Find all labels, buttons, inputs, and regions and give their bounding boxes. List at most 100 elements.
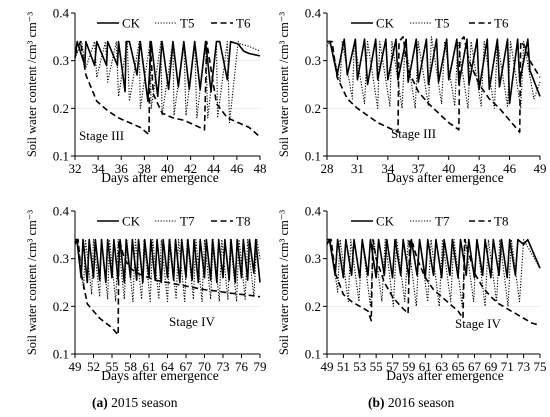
legend-label-t5: T5: [180, 16, 194, 31]
x-tick-label: 34: [381, 161, 395, 176]
legend-label-t6: T6: [236, 16, 251, 31]
legend-label-t5: T5: [435, 16, 449, 31]
x-tick-label: 58: [124, 359, 137, 374]
x-tick-label: 43: [473, 161, 486, 176]
series-line-t6: [74, 40, 261, 138]
y-tick-label: 0.2: [53, 101, 69, 116]
series-line-ck: [74, 40, 261, 102]
legend: CK T5 T6: [97, 16, 251, 31]
x-tick-label: 73: [217, 359, 230, 374]
x-tick-label: 76: [235, 359, 249, 374]
series-line-ck: [74, 238, 261, 284]
x-tick-label: 61: [143, 359, 156, 374]
y-tick-label: 0.3: [53, 53, 69, 68]
series-line-ck: [326, 238, 541, 279]
legend-label-t6: T6: [494, 16, 509, 31]
x-axis-title: Days after emergence: [101, 170, 218, 185]
chart-panel-top-right: 0.1 0.2 0.3 0.4 28 31 34 37 40 43 46 49 Days after e…: [277, 6, 547, 186]
y-tick-label: 0.4: [53, 204, 70, 219]
legend-label-t7: T7: [435, 214, 450, 229]
legend: CK T5 T6: [351, 16, 509, 31]
x-tick-label: 55: [370, 359, 383, 374]
x-tick-label: 65: [452, 359, 465, 374]
x-tick-label: 55: [106, 359, 119, 374]
x-tick-label: 42: [184, 161, 197, 176]
caption-2015-text: 2015 season: [107, 395, 178, 410]
x-tick-label: 64: [161, 359, 175, 374]
x-tick-label: 49: [534, 161, 547, 176]
stage-annotation: Stage III: [79, 128, 124, 143]
y-tick-label: 0.1: [53, 149, 69, 164]
y-tick-label: 0.1: [305, 149, 321, 164]
x-tick-label: 28: [321, 161, 334, 176]
legend: CK T7 T8: [97, 214, 250, 229]
stage-annotation: Stage IV: [455, 316, 501, 331]
y-tick-label: 0.4: [53, 6, 70, 21]
caption-2015: (a) 2015 season: [92, 395, 178, 411]
x-axis-title: Days after emergence: [386, 368, 503, 383]
series-line-t7: [75, 239, 261, 303]
legend-label-ck: CK: [122, 16, 141, 31]
y-axis-title: Soil water content /cm³ cm⁻³: [25, 12, 39, 158]
x-tick-label: 32: [69, 161, 82, 176]
x-tick-label: 70: [198, 359, 211, 374]
legend-label-ck: CK: [376, 214, 395, 229]
y-tick-label: 0.2: [305, 101, 321, 116]
x-tick-label: 59: [402, 359, 415, 374]
x-tick-label: 44: [207, 161, 221, 176]
caption-2015-letter: (a): [92, 395, 108, 410]
x-tick-label: 34: [92, 161, 106, 176]
x-tick-label: 37: [412, 161, 426, 176]
legend-label-ck: CK: [376, 16, 395, 31]
y-tick-label: 0.2: [305, 299, 321, 314]
caption-2016-letter: (b): [368, 395, 385, 410]
y-tick-label: 0.4: [305, 6, 322, 21]
legend-label-t7: T7: [180, 214, 195, 229]
caption-2016: (b) 2016 season: [368, 395, 454, 411]
y-axis-title: Soil water content /cm³ cm⁻³: [277, 12, 291, 158]
x-tick-label: 75: [534, 359, 547, 374]
x-axis-title: Days after emergence: [386, 170, 503, 185]
y-tick-label: 0.1: [305, 347, 321, 362]
series-line-t6: [327, 36, 541, 133]
x-tick-label: 52: [87, 359, 100, 374]
x-tick-label: 69: [484, 359, 497, 374]
y-tick-label: 0.1: [53, 347, 69, 362]
y-tick-label: 0.2: [53, 299, 69, 314]
stage-annotation: Stage IV: [169, 314, 215, 329]
x-tick-label: 38: [138, 161, 151, 176]
y-tick-label: 0.4: [305, 204, 322, 219]
x-tick-label: 31: [351, 161, 364, 176]
series-line-t8: [327, 238, 541, 327]
x-tick-label: 46: [503, 161, 517, 176]
x-tick-label: 61: [419, 359, 432, 374]
x-tick-label: 51: [337, 359, 350, 374]
x-tick-label: 40: [442, 161, 455, 176]
x-tick-label: 63: [435, 359, 448, 374]
stage-annotation: Stage III: [391, 126, 436, 141]
x-tick-label: 67: [180, 359, 194, 374]
series-line-t5: [74, 41, 261, 124]
y-axis-title: Soil water content /cm³ cm⁻³: [277, 210, 291, 356]
chart-panel-bottom-right: 0.1 0.2 0.3 0.4 49 51 53 55 57 59 61 63 65 67 69 71 73 75…: [277, 204, 547, 384]
chart-panel-top-left: 0.1 0.2 0.3 0.4 32 34 36 38 40 42 44 46 48 Days after…: [25, 6, 267, 186]
x-tick-label: 40: [161, 161, 174, 176]
legend-label-t8: T8: [236, 214, 250, 229]
chart-panel-bottom-left: 0.1 0.2 0.3 0.4 49 52 55 58 61 64 67 70 73 76 79 Days a…: [25, 204, 267, 384]
x-axis-title: Days after emergence: [101, 368, 218, 383]
x-tick-label: 71: [501, 359, 514, 374]
y-axis-title: Soil water content /cm³ cm⁻³: [25, 210, 39, 356]
x-tick-label: 57: [386, 359, 400, 374]
series-line-t8: [75, 238, 261, 336]
x-tick-label: 79: [254, 359, 267, 374]
x-tick-label: 46: [230, 161, 244, 176]
x-tick-label: 53: [353, 359, 366, 374]
x-tick-label: 48: [254, 161, 267, 176]
legend-label-t8: T8: [494, 214, 508, 229]
x-tick-label: 49: [69, 359, 82, 374]
y-tick-label: 0.3: [305, 251, 321, 266]
y-tick-label: 0.3: [53, 251, 69, 266]
x-tick-label: 73: [517, 359, 530, 374]
series-line-ck: [327, 38, 541, 105]
